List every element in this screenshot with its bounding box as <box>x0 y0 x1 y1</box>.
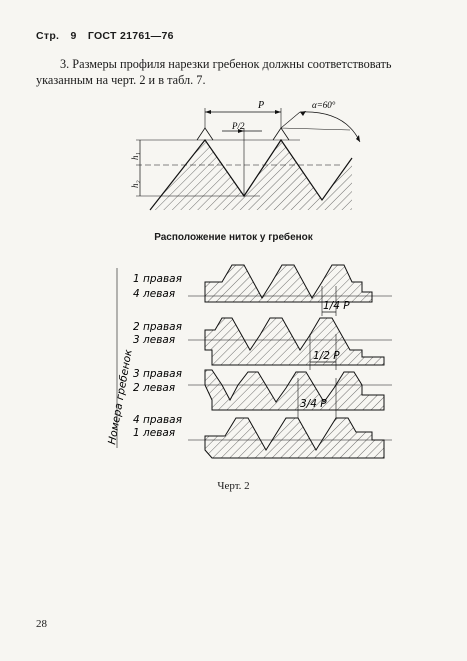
row-4-right-label: 4 правая <box>133 414 182 426</box>
row-4-left-label: 1 левая <box>133 427 175 439</box>
page-header: Стр. 9 ГОСТ 21761—76 <box>36 30 182 42</box>
comb-row-4 <box>188 417 392 459</box>
label-h1: h₁ <box>130 152 140 160</box>
row-3-left-label: 2 левая <box>133 382 175 394</box>
row-1-left-label: 4 левая <box>133 288 175 300</box>
offset-label-2: 1/2 P <box>313 350 340 362</box>
label-p-half: P/2 <box>231 121 245 131</box>
paragraph-line-1: 3. Размеры профиля нарезки гребенок долж… <box>60 57 392 71</box>
comb-row-1 <box>188 264 392 316</box>
paragraph: 3. Размеры профиля нарезки гребенок долж… <box>36 56 436 88</box>
figure-subtitle: Расположение ниток у гребенок <box>154 232 313 243</box>
profile-hatch <box>150 140 352 210</box>
label-h2: h₂ <box>130 180 140 188</box>
header-prefix: Стр. <box>36 30 60 42</box>
side-label: Номера гребенок <box>106 348 135 446</box>
row-1-right-label: 1 правая <box>133 273 182 285</box>
label-p: P <box>257 100 264 111</box>
arrangement-figure: Номера гребенок <box>106 264 392 459</box>
page-number: 28 <box>36 618 47 630</box>
header-page-number: 9 <box>70 30 77 42</box>
row-2-right-label: 2 правая <box>133 321 182 333</box>
comb-row-2 <box>188 317 392 370</box>
label-alpha: α=60° <box>312 100 336 110</box>
figure-caption: Черт. 2 <box>217 480 250 492</box>
header-standard: ГОСТ 21761—76 <box>87 30 174 42</box>
offset-label-3: 3/4 P <box>300 398 327 410</box>
thread-profile-figure: P P/2 α=60° h₁ h₂ <box>130 100 361 211</box>
offset-label-1: 1/4 P <box>323 300 350 312</box>
comb-row-3 <box>188 369 392 418</box>
row-3-right-label: 3 правая <box>133 368 182 380</box>
paragraph-line-2: указанным на черт. 2 и в табл. 7. <box>36 73 206 87</box>
row-2-left-label: 3 левая <box>133 334 175 346</box>
